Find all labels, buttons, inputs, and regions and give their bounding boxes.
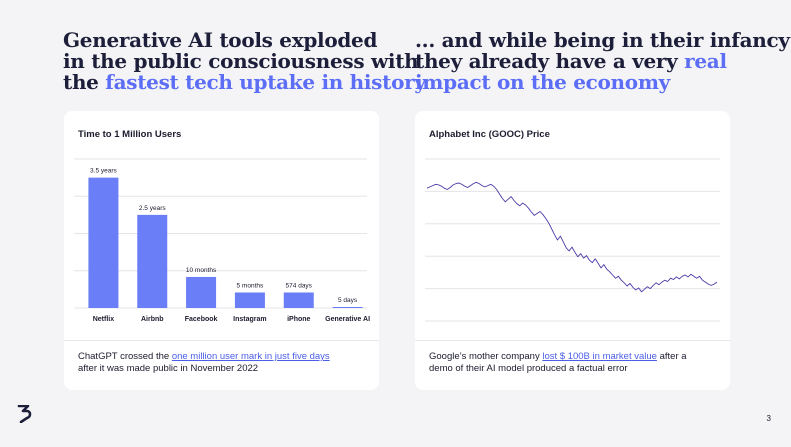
left-caption-before: ChatGPT crossed the bbox=[78, 351, 172, 362]
bar-data-label: 10 months bbox=[186, 267, 217, 274]
bar-data-label: 3.5 years bbox=[90, 168, 117, 175]
bar-data-label: 574 days bbox=[286, 282, 313, 289]
bar bbox=[137, 214, 168, 308]
bar-chart: 3.5 years Netflix 2.5 years Airbnb 10 months… bbox=[74, 158, 370, 323]
bar bbox=[88, 177, 119, 308]
line-chart bbox=[425, 158, 720, 322]
headline-right-line2: they already have a very real bbox=[415, 51, 790, 72]
one-million-users-link[interactable]: one million user mark in just five days bbox=[171, 351, 330, 362]
bar bbox=[283, 292, 314, 308]
headline-right-line2-plain: they already have a very bbox=[415, 49, 685, 73]
right-caption-line2: demo of their AI model produced a factua… bbox=[429, 363, 628, 374]
headline-left-line2: in the public consciousness with bbox=[63, 49, 419, 73]
headline-left: Generative AI tools exploded in the publ… bbox=[63, 30, 426, 93]
bar-category-label: Facebook bbox=[185, 316, 218, 323]
price-line bbox=[426, 181, 718, 293]
bar-data-label: 5 months bbox=[237, 282, 264, 289]
bar-category-label: Netflix bbox=[93, 316, 115, 323]
left-caption-after: after it was made public in November 202… bbox=[78, 363, 259, 374]
bar-category-label: Generative AI bbox=[325, 316, 370, 323]
bar-data-label: 5 days bbox=[338, 297, 358, 304]
headline-left-line3-plain: the bbox=[63, 70, 106, 94]
line-chart-title: Alphabet Inc (GOOC) Price bbox=[429, 129, 550, 140]
users-chart-card: Time to 1 Million Users 3.5 years Netflix… bbox=[64, 111, 379, 390]
right-caption: Google’s mother company lost $ 100B in m… bbox=[429, 351, 719, 375]
bar-data-label: 2.5 years bbox=[139, 205, 166, 212]
stock-chart-card: Alphabet Inc (GOOC) Price Google’s mothe… bbox=[415, 111, 730, 390]
card-divider bbox=[64, 340, 379, 341]
headline-right-highlight-real: real bbox=[684, 49, 727, 73]
bar bbox=[234, 292, 265, 308]
headline-right: ... and while being in their infancy the… bbox=[415, 30, 790, 93]
brand-logo-icon bbox=[17, 405, 32, 423]
page-number: 3 bbox=[766, 414, 771, 423]
headline-left-highlight: fastest tech uptake in history bbox=[105, 70, 426, 94]
bar-category-label: Instagram bbox=[233, 316, 266, 323]
bar-chart-title: Time to 1 Million Users bbox=[78, 129, 182, 140]
right-caption-after: after a bbox=[656, 351, 687, 362]
bar-category-label: Airbnb bbox=[141, 316, 164, 323]
right-caption-before: Google’s mother company bbox=[429, 351, 543, 362]
headline-left-line1: Generative AI tools exploded bbox=[63, 28, 378, 52]
headline-right-line1: ... and while being in their infancy bbox=[415, 28, 790, 52]
card-divider bbox=[415, 340, 730, 341]
headline-left-line3: the fastest tech uptake in history bbox=[63, 72, 426, 93]
bar-category-label: iPhone bbox=[287, 316, 310, 323]
left-caption: ChatGPT crossed the one million user mar… bbox=[78, 351, 368, 375]
bar bbox=[186, 276, 217, 308]
headline-right-line3: impact on the economy bbox=[415, 70, 670, 94]
bar bbox=[332, 307, 363, 308]
market-value-link[interactable]: lost $ 100B in market value bbox=[542, 351, 657, 362]
